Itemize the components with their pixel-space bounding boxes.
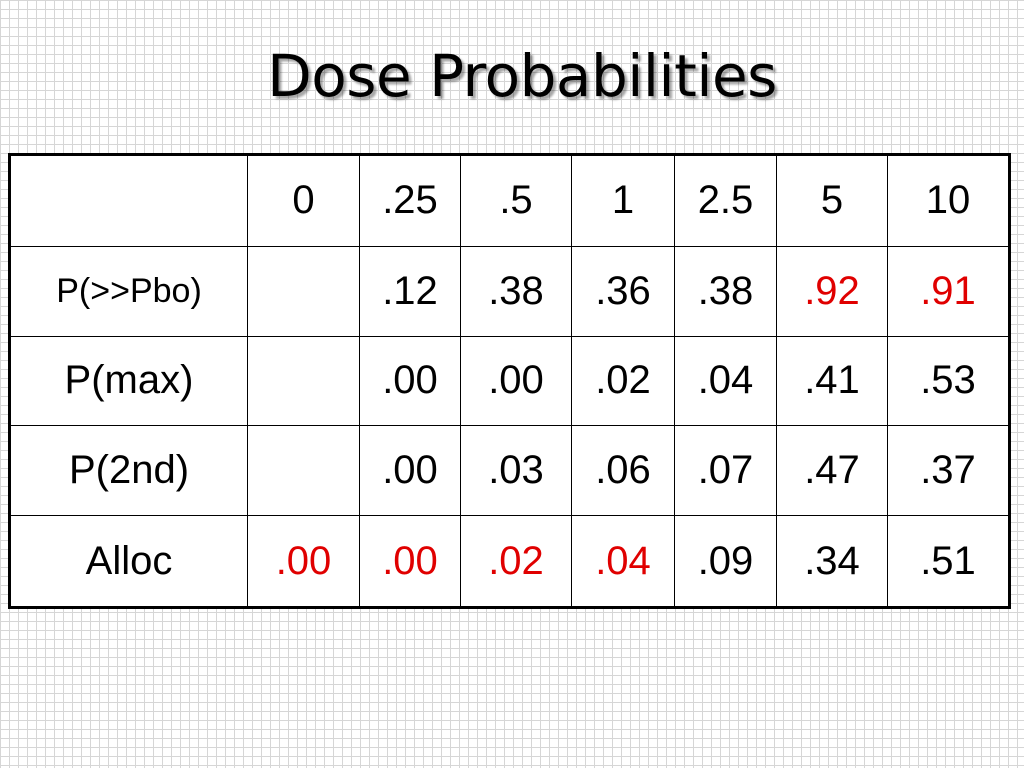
header-cell: .5 bbox=[460, 154, 572, 247]
row-label: P(2nd) bbox=[9, 425, 248, 517]
table-cell: .92 bbox=[776, 245, 888, 337]
table-cell: .04 bbox=[674, 335, 777, 427]
table-cell bbox=[247, 245, 360, 337]
header-cell: .25 bbox=[359, 154, 461, 247]
table-cell: .37 bbox=[887, 425, 1010, 517]
table-cell: .03 bbox=[460, 425, 572, 517]
table-cell: .12 bbox=[359, 245, 461, 337]
table-cell: .00 bbox=[359, 425, 461, 517]
table-cell: .53 bbox=[887, 335, 1010, 427]
table-cell: .00 bbox=[359, 335, 461, 427]
table-cell: .91 bbox=[887, 245, 1010, 337]
table-cell: .09 bbox=[674, 515, 777, 608]
header-cell: 2.5 bbox=[674, 154, 777, 247]
table-row: P(2nd) .00 .03 .06 .07 .47 .37 bbox=[9, 425, 1010, 517]
table-cell bbox=[247, 335, 360, 427]
row-label: P(>>Pbo) bbox=[9, 245, 248, 337]
table-row: P(max) .00 .00 .02 .04 .41 .53 bbox=[9, 335, 1010, 427]
dose-probabilities-table: 0 .25 .5 1 2.5 5 10 P(>>Pbo) .12 .38 .36… bbox=[8, 153, 1011, 609]
table-cell: .38 bbox=[460, 245, 572, 337]
table-cell: .51 bbox=[887, 515, 1010, 608]
table-cell: .02 bbox=[571, 335, 675, 427]
row-label: P(max) bbox=[9, 335, 248, 427]
header-cell: 5 bbox=[776, 154, 888, 247]
row-label: Alloc bbox=[9, 515, 248, 608]
table-cell: .38 bbox=[674, 245, 777, 337]
table-cell: .34 bbox=[776, 515, 888, 608]
table-cell: .04 bbox=[571, 515, 675, 608]
page-title: Dose Probabilities bbox=[267, 42, 777, 110]
table-cell: .00 bbox=[460, 335, 572, 427]
table-cell: .06 bbox=[571, 425, 675, 517]
table-cell: .02 bbox=[460, 515, 572, 608]
table-cell bbox=[247, 425, 360, 517]
table-row: P(>>Pbo) .12 .38 .36 .38 .92 .91 bbox=[9, 245, 1010, 337]
table-cell: .00 bbox=[247, 515, 360, 608]
header-cell bbox=[9, 154, 248, 247]
header-cell: 0 bbox=[247, 154, 360, 247]
header-cell: 10 bbox=[887, 154, 1010, 247]
table-cell: .00 bbox=[359, 515, 461, 608]
header-row: 0 .25 .5 1 2.5 5 10 bbox=[9, 154, 1010, 247]
table-cell: .36 bbox=[571, 245, 675, 337]
table-cell: .07 bbox=[674, 425, 777, 517]
table-cell: .47 bbox=[776, 425, 888, 517]
table-row: Alloc .00 .00 .02 .04 .09 .34 .51 bbox=[9, 515, 1010, 608]
table-cell: .41 bbox=[776, 335, 888, 427]
header-cell: 1 bbox=[571, 154, 675, 247]
